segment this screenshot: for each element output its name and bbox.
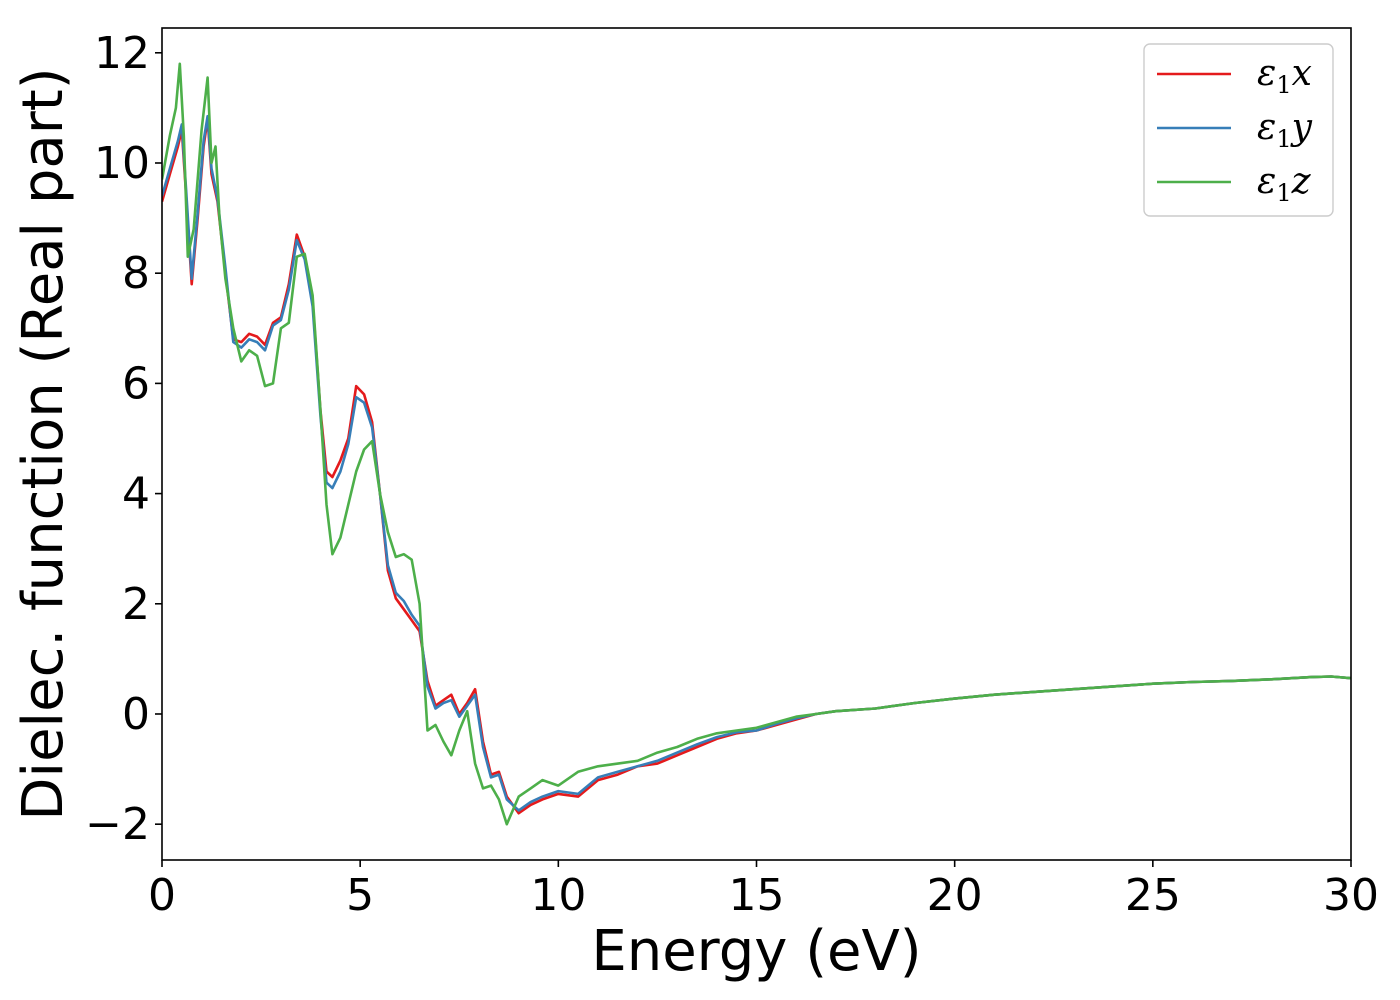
y-tick-label: −2 (85, 799, 150, 850)
y-tick-label: 2 (122, 579, 150, 630)
legend-entry: ε1z (1257, 161, 1312, 207)
legend-box (1143, 43, 1334, 217)
x-tick-label: 20 (927, 870, 983, 921)
y-tick-label: 0 (122, 689, 150, 740)
y-tick-label: 12 (94, 28, 150, 79)
x-axis-label: Energy (eV) (591, 919, 921, 984)
y-axis-label: Dielec. function (Real part) (11, 67, 76, 820)
y-tick-label: 4 (122, 469, 150, 520)
y-tick-label: 6 (122, 358, 150, 409)
series-line-x (162, 117, 1351, 815)
x-tick-label: 15 (729, 870, 785, 921)
legend-entry: ε1y (1257, 107, 1313, 153)
x-tick-label: 25 (1125, 870, 1181, 921)
x-tick-label: 0 (148, 870, 176, 921)
x-axis-ticks: 0 5 10 15 20 25 30 (148, 860, 1379, 921)
y-tick-label: 8 (122, 248, 150, 299)
series-line-z (162, 62, 1351, 826)
y-axis-ticks: −2 0 2 4 6 8 10 12 (85, 28, 162, 850)
x-tick-label: 30 (1323, 870, 1379, 921)
y-tick-label: 10 (94, 138, 150, 189)
x-tick-label: 10 (530, 870, 586, 921)
x-tick-label: 5 (346, 870, 374, 921)
series-layer (162, 62, 1351, 826)
legend: ε1x ε1y ε1z (1143, 43, 1334, 217)
legend-entry: ε1x (1257, 53, 1312, 99)
